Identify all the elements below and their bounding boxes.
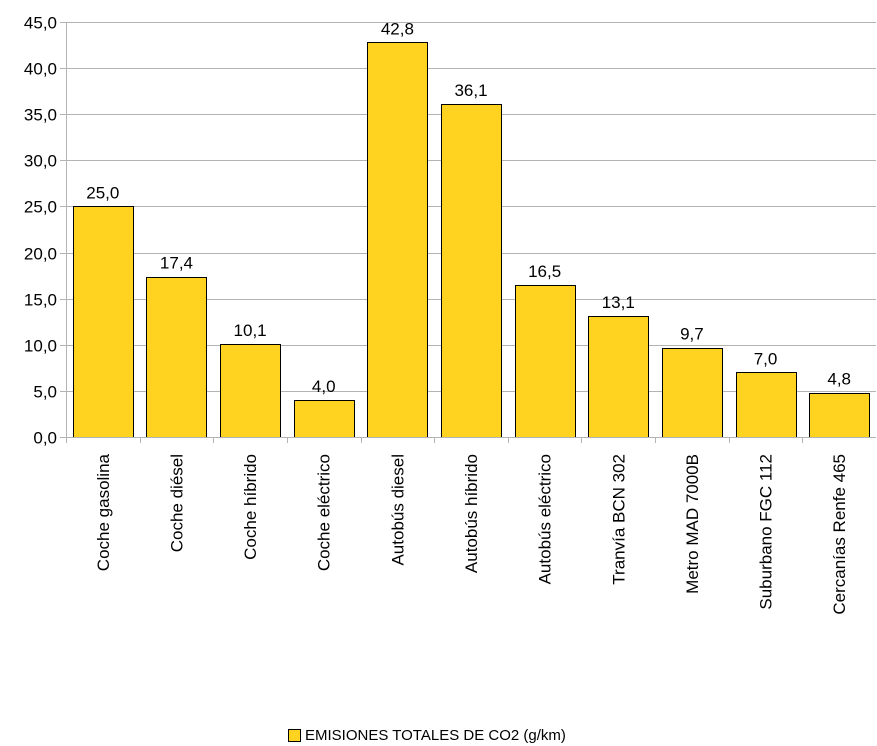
legend: EMISIONES TOTALES DE CO2 (g/km) <box>288 724 566 746</box>
data-label: 17,4 <box>160 254 193 273</box>
y-axis-ticks: 0,0 5,0 10,0 15,0 20,0 25,0 30,0 35,0 40,0 45,0 <box>24 14 66 448</box>
x-tick-label: Tranvía BCN 302 <box>609 454 628 585</box>
data-label: 4,8 <box>827 370 851 389</box>
x-axis-labels: Coche gasolina Coche diésel Coche híbrido C… <box>66 437 849 615</box>
x-tick-label: Metro MAD 7000B <box>683 454 702 594</box>
x-tick-label: Cercanías Renfe 465 <box>830 454 849 615</box>
y-tick-label: 5,0 <box>33 383 57 402</box>
x-tick-label: Coche híbrido <box>241 454 260 560</box>
bar <box>367 42 428 438</box>
legend-swatch <box>288 728 301 742</box>
y-tick-label: 20,0 <box>24 245 57 264</box>
bar <box>146 277 207 438</box>
x-tick-label: Suburbano FGC 112 <box>757 454 776 610</box>
data-label: 16,5 <box>528 262 561 281</box>
data-label: 42,8 <box>381 19 414 38</box>
data-label: 4,0 <box>312 377 336 396</box>
x-tick-label: Coche eléctrico <box>315 454 334 571</box>
bar <box>294 400 355 438</box>
y-tick-label: 25,0 <box>24 198 57 217</box>
bars: 25,0 17,4 10,1 4,0 42,8 36,1 16,5 13,1 9,7 7,0 4,8 <box>73 19 870 438</box>
bar <box>662 348 723 438</box>
bar <box>809 393 870 438</box>
bar <box>220 344 281 438</box>
bar <box>73 206 134 438</box>
x-tick-label: Autobús híbrido <box>462 454 481 573</box>
data-label: 7,0 <box>754 349 778 368</box>
y-tick-label: 35,0 <box>24 106 57 125</box>
bar <box>441 104 502 438</box>
y-tick-label: 0,0 <box>33 429 57 448</box>
bar <box>515 285 576 438</box>
x-tick-label: Coche gasolina <box>94 453 113 571</box>
y-tick-label: 40,0 <box>24 60 57 79</box>
y-tick-label: 45,0 <box>24 14 57 33</box>
x-tick-label: Coche diésel <box>167 454 186 552</box>
data-label: 10,1 <box>234 321 267 340</box>
y-tick-label: 30,0 <box>24 152 57 171</box>
x-tick-label: Autobús eléctrico <box>536 454 555 584</box>
y-tick-label: 10,0 <box>24 337 57 356</box>
bar <box>736 372 797 438</box>
data-label: 25,0 <box>86 183 119 202</box>
data-label: 13,1 <box>602 293 635 312</box>
data-label: 9,7 <box>680 325 704 344</box>
legend-label: EMISIONES TOTALES DE CO2 (g/km) <box>305 726 566 744</box>
bar <box>588 316 649 438</box>
data-label: 36,1 <box>454 81 487 100</box>
x-tick-label: Autobús diesel <box>388 454 407 566</box>
y-tick-label: 15,0 <box>24 291 57 310</box>
